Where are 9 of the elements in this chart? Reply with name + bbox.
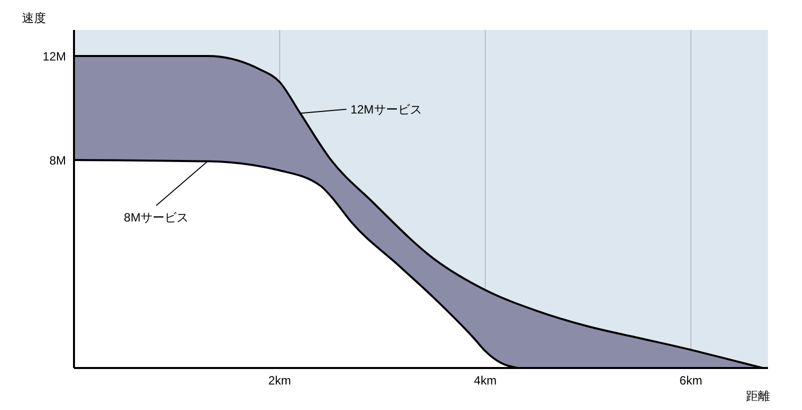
- y-tick-label: 12M: [42, 49, 66, 64]
- y-axis-title: 速度: [22, 11, 46, 25]
- x-tick-label: 4km: [474, 374, 497, 388]
- y-tick-label: 8M: [49, 153, 66, 168]
- legend-label: 12Mサービス: [350, 102, 422, 116]
- x-tick-label: 6km: [680, 374, 702, 388]
- x-axis-title: 距離: [746, 389, 770, 403]
- x-tick-label: 2km: [268, 374, 291, 388]
- series-label: 8Mサービス: [124, 210, 189, 224]
